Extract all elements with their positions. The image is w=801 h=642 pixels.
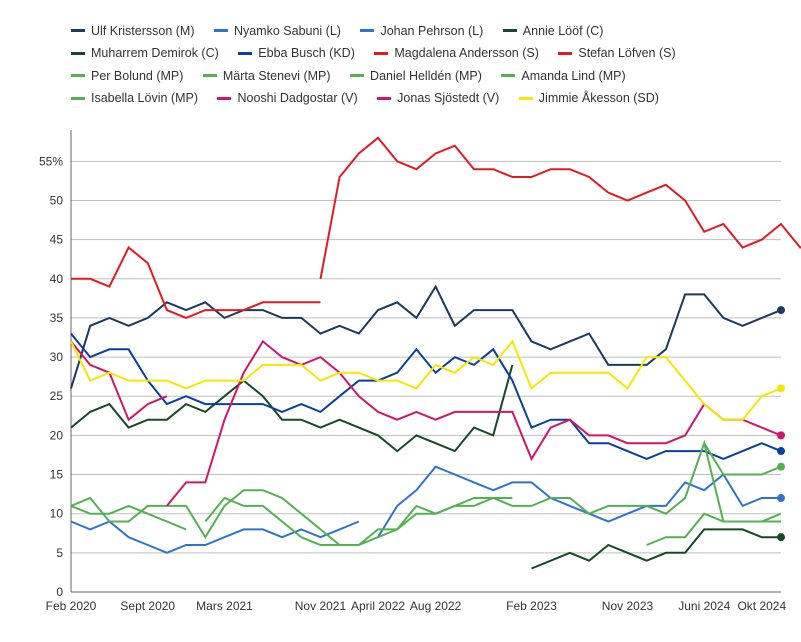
svg-text:55%: 55% <box>39 154 63 168</box>
legend-item: Stefan Löfven (S) <box>558 43 675 63</box>
series-line <box>378 467 781 538</box>
legend-swatch <box>214 29 228 32</box>
series-line <box>321 138 801 279</box>
svg-text:15: 15 <box>50 468 64 482</box>
svg-text:30: 30 <box>50 350 64 364</box>
legend-item: Jimmie Åkesson (SD) <box>519 88 659 108</box>
legend-swatch <box>217 97 231 100</box>
legend-label: Daniel Helldén (MP) <box>370 66 482 86</box>
legend-item: Amanda Lind (MP) <box>501 66 625 86</box>
legend-label: Muharrem Demirok (C) <box>91 43 219 63</box>
legend-label: Per Bolund (MP) <box>91 66 183 86</box>
series-line <box>71 287 781 389</box>
series-line <box>71 341 781 419</box>
series-end-dot <box>777 447 785 455</box>
legend-swatch <box>71 52 85 55</box>
svg-text:April 2022: April 2022 <box>351 599 405 613</box>
legend: Ulf Kristersson (M) Nyamko Sabuni (L) Jo… <box>71 18 751 108</box>
svg-text:Feb 2023: Feb 2023 <box>506 599 557 613</box>
svg-text:45: 45 <box>50 233 64 247</box>
series-end-dot <box>777 306 785 314</box>
series-line <box>532 529 782 568</box>
svg-text:20: 20 <box>50 428 64 442</box>
legend-swatch <box>350 74 364 77</box>
svg-text:50: 50 <box>50 193 64 207</box>
legend-label: Ebba Busch (KD) <box>258 43 355 63</box>
series-group <box>71 138 801 569</box>
svg-text:Juni 2024: Juni 2024 <box>678 599 730 613</box>
legend-label: Jimmie Åkesson (SD) <box>539 88 659 108</box>
svg-text:Nov 2021: Nov 2021 <box>295 599 347 613</box>
series-end-dot <box>777 384 785 392</box>
legend-swatch <box>377 97 391 100</box>
legend-item: Johan Pehrson (L) <box>360 21 483 41</box>
legend-item: Annie Lööf (C) <box>503 21 604 41</box>
legend-swatch <box>503 29 517 32</box>
legend-label: Magdalena Andersson (S) <box>394 43 539 63</box>
legend-item: Jonas Sjöstedt (V) <box>377 88 499 108</box>
legend-item: Muharrem Demirok (C) <box>71 43 219 63</box>
legend-item: Nyamko Sabuni (L) <box>214 21 341 41</box>
legend-label: Jonas Sjöstedt (V) <box>397 88 499 108</box>
series-end-dot <box>777 494 785 502</box>
series-line <box>704 443 781 474</box>
legend-label: Nooshi Dadgostar (V) <box>237 88 357 108</box>
legend-label: Märta Stenevi (MP) <box>223 66 331 86</box>
series-end-dot <box>777 431 785 439</box>
legend-label: Stefan Löfven (S) <box>578 43 675 63</box>
svg-text:40: 40 <box>50 272 64 286</box>
legend-item: Isabella Lövin (MP) <box>71 88 198 108</box>
svg-text:25: 25 <box>50 389 64 403</box>
series-line <box>205 443 781 545</box>
x-axis: Feb 2020 Sept 2020 Mars 2021 Nov 2021 April … <box>46 599 787 613</box>
svg-text:Aug 2022: Aug 2022 <box>410 599 462 613</box>
series-line <box>71 506 186 530</box>
svg-text:Sept 2020: Sept 2020 <box>120 599 175 613</box>
svg-text:35: 35 <box>50 311 64 325</box>
legend-label: Nyamko Sabuni (L) <box>234 21 341 41</box>
legend-item: Ebba Busch (KD) <box>238 43 355 63</box>
legend-label: Isabella Lövin (MP) <box>91 88 198 108</box>
series-end-dot <box>777 463 785 471</box>
svg-text:10: 10 <box>50 507 64 521</box>
legend-item: Ulf Kristersson (M) <box>71 21 194 41</box>
svg-text:0: 0 <box>56 585 63 599</box>
series-end-dot <box>777 533 785 541</box>
svg-text:Okt 2024: Okt 2024 <box>737 599 786 613</box>
legend-label: Annie Lööf (C) <box>523 21 604 41</box>
legend-label: Amanda Lind (MP) <box>521 66 625 86</box>
legend-item: Märta Stenevi (MP) <box>203 66 331 86</box>
legend-item: Nooshi Dadgostar (V) <box>217 88 357 108</box>
legend-item: Magdalena Andersson (S) <box>374 43 539 63</box>
series-line <box>167 341 781 506</box>
legend-swatch <box>360 29 374 32</box>
y-axis: 0 5 10 15 20 25 30 35 40 45 50 55% <box>39 154 781 599</box>
svg-text:Nov 2023: Nov 2023 <box>602 599 654 613</box>
legend-item: Per Bolund (MP) <box>71 66 183 86</box>
legend-swatch <box>203 74 217 77</box>
legend-swatch <box>519 97 533 100</box>
svg-text:Mars 2021: Mars 2021 <box>196 599 253 613</box>
legend-swatch <box>501 74 515 77</box>
svg-text:5: 5 <box>56 546 63 560</box>
legend-swatch <box>558 52 572 55</box>
svg-text:Feb 2020: Feb 2020 <box>46 599 97 613</box>
legend-swatch <box>71 97 85 100</box>
series-line <box>71 248 321 318</box>
series-line <box>71 490 512 545</box>
legend-item: Daniel Helldén (MP) <box>350 66 482 86</box>
legend-swatch <box>71 29 85 32</box>
legend-label: Johan Pehrson (L) <box>380 21 483 41</box>
legend-swatch <box>238 52 252 55</box>
legend-swatch <box>374 52 388 55</box>
legend-swatch <box>71 74 85 77</box>
legend-label: Ulf Kristersson (M) <box>91 21 194 41</box>
